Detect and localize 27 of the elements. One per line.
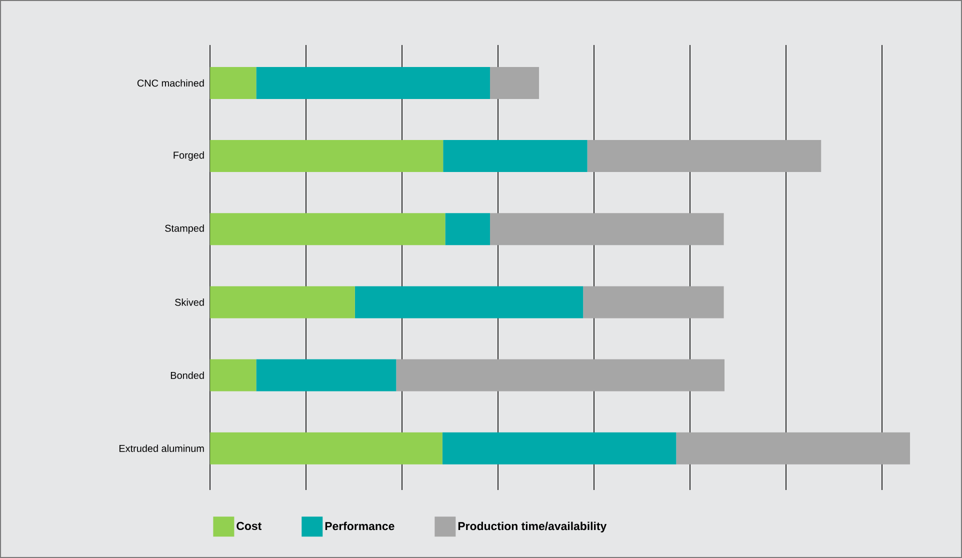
bar <box>210 213 446 246</box>
bar <box>583 286 724 318</box>
bar <box>676 432 910 464</box>
bar <box>443 140 588 172</box>
legend-label: Performance <box>325 522 394 530</box>
bar <box>490 213 724 246</box>
bar <box>210 286 355 318</box>
bar <box>587 140 822 172</box>
bar <box>445 213 490 246</box>
bar <box>256 359 396 392</box>
bar <box>210 432 442 464</box>
y-tick-label: CNC machined <box>137 79 204 87</box>
bar <box>354 286 584 318</box>
bar <box>396 359 725 392</box>
legend-label: Cost <box>236 522 262 530</box>
bar <box>442 432 676 464</box>
bar <box>210 140 444 172</box>
bar <box>490 66 540 99</box>
y-tick-label: Forged <box>174 151 204 161</box>
bar <box>256 66 490 99</box>
y-tick-label: Extruded aluminum <box>119 444 204 452</box>
y-tick-label: Stamped <box>165 224 204 234</box>
bar <box>210 359 256 392</box>
y-tick-label: Skived <box>175 298 204 306</box>
legend-label: Production time/availability <box>458 522 607 532</box>
bar <box>210 66 256 99</box>
y-tick-label: Bonded <box>170 372 204 379</box>
